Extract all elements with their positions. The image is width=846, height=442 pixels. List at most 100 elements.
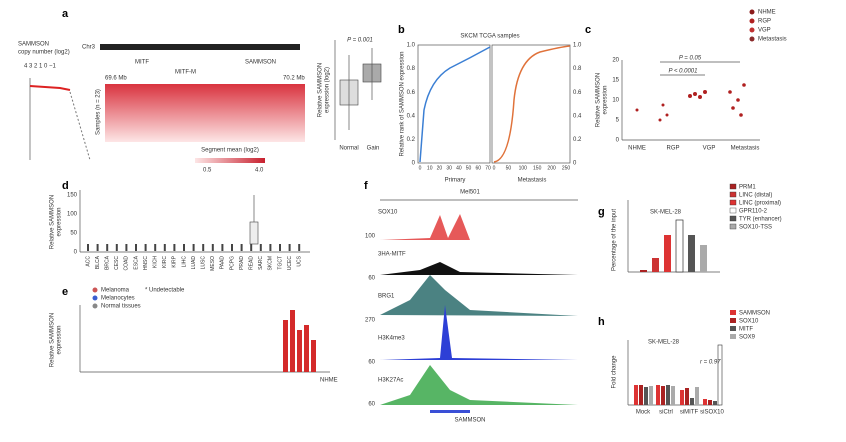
legend-label: SOX10-TSS <box>739 225 772 231</box>
panel-label: f <box>364 180 368 192</box>
panel-label: g <box>598 206 605 218</box>
legend-marker <box>749 18 755 24</box>
panel-e-art <box>79 287 330 373</box>
x-tick-label: READ <box>249 256 255 270</box>
group-label: Normal <box>339 146 358 152</box>
y-tick-label: 0.2 <box>573 137 582 143</box>
x-tick-label: BRCA <box>105 255 111 270</box>
text: * Undetectable <box>145 288 185 294</box>
x-tick-label: 40 <box>456 165 462 171</box>
p-value: P = 0.05 <box>679 56 702 62</box>
y-tick-label: 0.4 <box>407 113 416 119</box>
track-label: H3K27Ac <box>378 378 403 384</box>
text: Samples (n = 23) <box>96 89 102 135</box>
legend-marker <box>729 183 737 190</box>
legend-marker <box>729 207 737 214</box>
track-scale: 100 <box>365 234 376 240</box>
legend-marker <box>749 9 755 15</box>
legend-label: Melanocytes <box>101 296 135 302</box>
y-tick-label: 20 <box>612 58 619 64</box>
x-tick-label: RGP <box>666 146 679 152</box>
y-tick-label: 50 <box>70 231 77 237</box>
x-tick-label: SKCM <box>268 256 274 270</box>
x-tick-label: siMITF <box>680 410 699 416</box>
panel-label: e <box>62 286 68 298</box>
gene: MITF <box>135 60 149 66</box>
panel-f-art <box>380 199 578 413</box>
axis-label: expression <box>57 325 63 354</box>
x-tick-label: CESC <box>114 256 120 270</box>
track-label: H3K4me3 <box>378 336 405 342</box>
x-tick-label: COAD <box>124 256 130 271</box>
legend-label: TYR (enhancer) <box>739 217 782 223</box>
p-value: P < 0.0001 <box>669 69 698 75</box>
p-value: P = 0.001 <box>347 38 373 44</box>
group-label: Primary <box>445 178 466 184</box>
panel-h-art <box>627 340 723 406</box>
x-tick-label: TGCT <box>277 256 283 270</box>
x-tick-label: PCPG <box>229 256 235 270</box>
panel-b-art <box>417 44 571 164</box>
axis-label: Fold change <box>612 355 618 389</box>
gene: SAMMSON <box>454 418 485 424</box>
x-tick-label: PAAD <box>220 256 226 270</box>
panel-label: d <box>62 180 69 192</box>
x-tick-label: Mock <box>636 410 651 416</box>
x-tick-label: 250 <box>562 165 571 171</box>
x-tick-label: LIHC <box>181 256 187 268</box>
track-scale: 60 <box>368 402 375 408</box>
legend-marker <box>730 326 736 331</box>
axis-label: Relative SAMMSON <box>318 63 324 117</box>
x-tick-label: KIRP <box>172 255 178 267</box>
x-tick-label: 100 <box>519 165 528 171</box>
y-tick-label: 15 <box>612 78 619 84</box>
axis-label: Relative rank of SAMMSON expression <box>400 51 406 156</box>
x-tick-label: 70 <box>485 165 491 171</box>
y-tick-label: 150 <box>67 193 78 199</box>
panel-label: b <box>398 24 405 36</box>
track-scale: 270 <box>365 318 376 324</box>
x-tick-label: BLCA <box>95 255 101 269</box>
panel-label: c <box>585 24 591 36</box>
x-tick-label: Metastasis <box>731 146 760 152</box>
legend-label: LINC (proximal) <box>739 201 781 207</box>
legend-marker <box>729 223 737 230</box>
y-tick-label: 1.0 <box>573 43 582 49</box>
text: copy number (log2) <box>18 50 70 56</box>
legend-marker <box>729 199 737 206</box>
x-tick-label: KIRC <box>162 256 168 268</box>
legend-marker <box>749 36 755 42</box>
legend-marker <box>730 310 736 315</box>
panel-label: h <box>598 316 605 328</box>
legend-label: Metastasis <box>758 37 787 43</box>
track-scale: 60 <box>368 360 375 366</box>
text: Segment mean (log2) <box>201 148 259 154</box>
x-tick-label: ESCA <box>133 255 139 269</box>
legend-label: SOX10 <box>739 319 759 325</box>
axis-label: Relative SAMMSON <box>50 195 56 249</box>
x-tick-label: UCEC <box>287 256 293 271</box>
y-tick-label: 1.0 <box>407 43 416 49</box>
text: 69.6 Mb <box>105 76 127 82</box>
text: Chr3 <box>82 45 96 51</box>
x-tick-label: 50 <box>506 165 512 171</box>
y-tick-label: 0.8 <box>407 66 416 72</box>
legend-marker <box>730 334 736 339</box>
x-tick-label: 0 <box>419 165 422 171</box>
y-tick-label: 100 <box>67 212 78 218</box>
legend-label: PRM1 <box>739 185 756 191</box>
panel-c-art <box>621 60 760 141</box>
legend-marker <box>729 191 737 198</box>
text: 70.2 Mb <box>283 76 305 82</box>
x-tick-label: siSOX10 <box>700 410 724 416</box>
axis-label: expression <box>603 85 609 114</box>
text: 4 3 2 1 0 −1 <box>24 64 57 70</box>
text: NHME <box>320 378 338 384</box>
x-tick-label: ACC <box>85 256 91 267</box>
legend-label: Normal tissues <box>101 304 141 310</box>
x-tick-label: 10 <box>427 165 433 171</box>
x-tick-label: NHME <box>628 146 646 152</box>
axis-label: expression <box>57 207 63 236</box>
x-tick-label: 20 <box>437 165 443 171</box>
legend-label: SAMMSON <box>739 311 770 317</box>
